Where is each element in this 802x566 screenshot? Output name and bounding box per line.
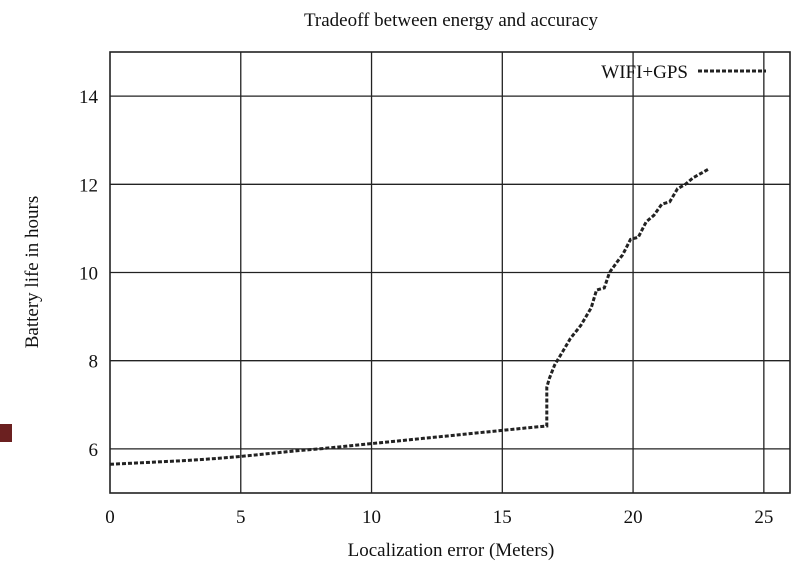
series-line-wifi-gps (109, 167, 710, 466)
grid-lines (110, 52, 790, 493)
x-tick-label: 25 (754, 507, 773, 528)
x-tick-label: 10 (362, 507, 381, 528)
tick-labels: 0 5 10 15 20 25 6 8 10 12 14 (79, 87, 773, 528)
x-axis-label: Localization error (Meters) (348, 540, 555, 561)
y-tick-label: 6 (89, 440, 99, 461)
y-tick-label: 8 (89, 352, 99, 373)
plot-frame (109, 51, 791, 494)
x-tick-label: 0 (105, 507, 115, 528)
y-tick-label: 12 (79, 175, 98, 196)
chart-title: Tradeoff between energy and accuracy (304, 10, 599, 31)
x-tick-label: 5 (236, 507, 246, 528)
legend: WIFI+GPS (601, 62, 766, 83)
y-tick-label: 10 (79, 264, 98, 285)
y-tick-label: 14 (79, 87, 99, 108)
x-tick-label: 15 (493, 507, 512, 528)
legend-label: WIFI+GPS (601, 62, 688, 83)
x-tick-label: 20 (624, 507, 643, 528)
decorative-mark (0, 424, 12, 442)
y-axis-label: Battery life in hours (22, 196, 43, 349)
